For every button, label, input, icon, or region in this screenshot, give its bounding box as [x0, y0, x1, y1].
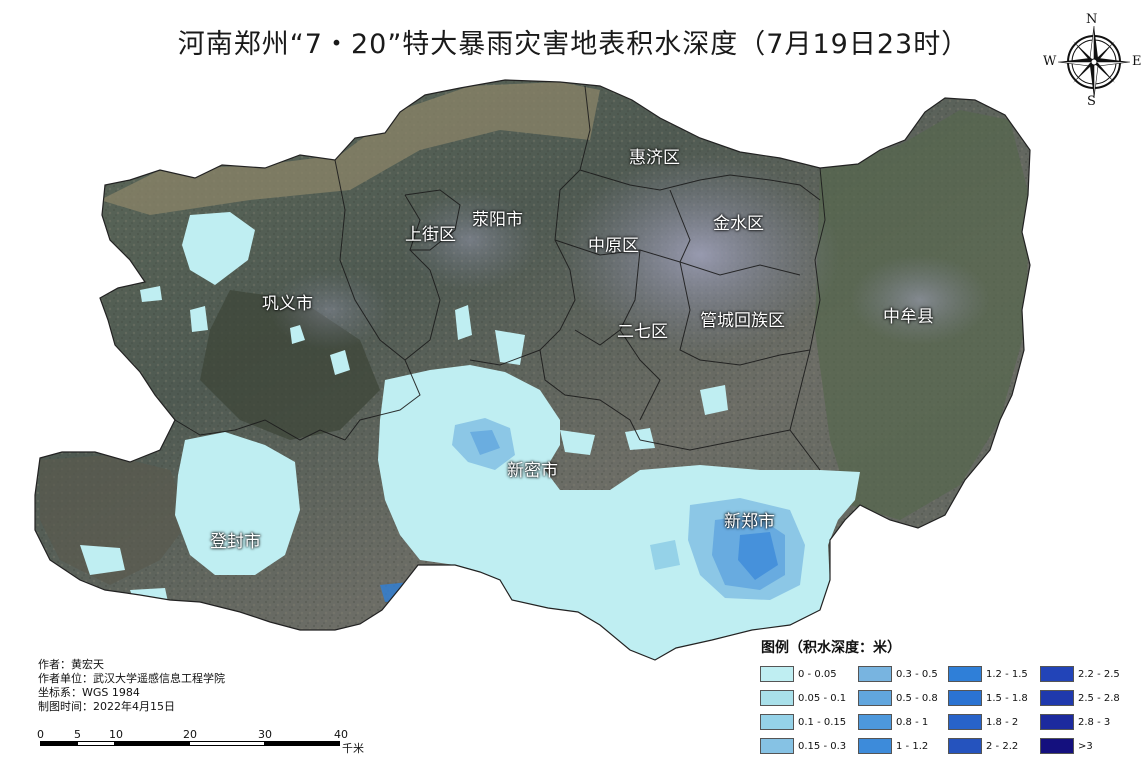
legend-item: 0 - 0.05	[760, 665, 858, 683]
district-label-gongyi: 巩义市	[262, 294, 313, 314]
compass-rose-icon: N E S W	[1043, 12, 1143, 112]
legend-label: 2.2 - 2.5	[1078, 668, 1120, 680]
legend-swatch	[1040, 666, 1074, 682]
legend-title: 图例（积水深度：米）	[761, 640, 901, 656]
legend-item: 0.3 - 0.5	[858, 665, 948, 683]
compass-north-label: N	[1086, 12, 1098, 27]
credit-author: 作者：黄宏天	[38, 658, 104, 671]
legend-swatch	[1040, 714, 1074, 730]
legend-item: 0.5 - 0.8	[858, 689, 948, 707]
legend-label: 1 - 1.2	[896, 740, 929, 752]
district-label-zhongmou: 中牟县	[883, 307, 934, 327]
legend-item: 1.8 - 2	[948, 713, 1040, 731]
district-label-huiji: 惠济区	[629, 148, 680, 168]
legend-item: 1.2 - 1.5	[948, 665, 1040, 683]
legend-swatch	[948, 690, 982, 706]
scale-tick-40: 40	[334, 728, 348, 741]
legend-swatch	[760, 690, 794, 706]
district-label-xinzheng: 新郑市	[724, 512, 775, 532]
legend-label: 2.8 - 3	[1078, 716, 1111, 728]
credit-date: 制图时间：2022年4月15日	[38, 700, 175, 713]
legend-item: 2.5 - 2.8	[1040, 689, 1130, 707]
district-label-zhongyuan: 中原区	[588, 236, 639, 256]
legend-swatch	[1040, 738, 1074, 754]
legend-item: 1.5 - 1.8	[948, 689, 1040, 707]
legend-swatch	[760, 738, 794, 754]
legend-swatch	[760, 666, 794, 682]
legend-label: 0.05 - 0.1	[798, 692, 847, 704]
legend-label: >3	[1078, 740, 1093, 752]
legend-item: >3	[1040, 737, 1130, 755]
legend-label: 2.5 - 2.8	[1078, 692, 1120, 704]
legend-label: 0.5 - 0.8	[896, 692, 938, 704]
legend-swatch	[948, 714, 982, 730]
legend-label: 1.2 - 1.5	[986, 668, 1028, 680]
compass-rose-graphic	[1057, 25, 1131, 99]
map-credits: 作者：黄宏天 作者单位：武汉大学遥感信息工程学院 坐标系：WGS 1984 制图…	[38, 658, 225, 714]
legend-swatch	[760, 714, 794, 730]
legend-swatch	[948, 738, 982, 754]
district-label-xinmi: 新密市	[507, 461, 558, 481]
scale-bar: 0 5 10 20 30 40 千米	[37, 728, 380, 768]
legend-label: 0.1 - 0.15	[798, 716, 847, 728]
scale-tick-0: 0	[37, 728, 44, 741]
scale-tick-5: 5	[74, 728, 81, 741]
legend-swatch	[858, 690, 892, 706]
district-label-erqi: 二七区	[617, 322, 668, 342]
legend-label: 0.15 - 0.3	[798, 740, 847, 752]
legend-item: 2 - 2.2	[948, 737, 1040, 755]
compass-south-label: S	[1087, 94, 1096, 109]
district-label-guancheng: 管城回族区	[700, 311, 785, 331]
legend-item: 2.2 - 2.5	[1040, 665, 1130, 683]
legend-item: 1 - 1.2	[858, 737, 948, 755]
legend-swatch	[858, 666, 892, 682]
scale-tick-10: 10	[109, 728, 123, 741]
legend-item: 2.8 - 3	[1040, 713, 1130, 731]
legend-swatch	[858, 738, 892, 754]
legend-item: 0.1 - 0.15	[760, 713, 858, 731]
legend-item: 0.15 - 0.3	[760, 737, 858, 755]
district-label-dengfeng: 登封市	[210, 532, 261, 552]
scale-unit: 千米	[342, 742, 364, 755]
legend-swatch	[948, 666, 982, 682]
legend-grid: 0 - 0.05 0.3 - 0.5 1.2 - 1.5 2.2 - 2.5 0.05 …	[760, 665, 1130, 755]
compass-west-label: W	[1043, 54, 1057, 69]
scale-tick-20: 20	[183, 728, 197, 741]
district-label-jinshui: 金水区	[713, 214, 764, 234]
scale-bar-graphic	[40, 741, 340, 746]
legend-swatch	[1040, 690, 1074, 706]
credit-crs: 坐标系：WGS 1984	[38, 686, 140, 699]
legend-label: 0.8 - 1	[896, 716, 929, 728]
map-title: 河南郑州“7・20”特大暴雨灾害地表积水深度（7月19日23时）	[177, 29, 970, 60]
legend-label: 1.8 - 2	[986, 716, 1019, 728]
legend-item: 0.8 - 1	[858, 713, 948, 731]
legend-swatch	[858, 714, 892, 730]
scale-tick-30: 30	[258, 728, 272, 741]
district-label-xingyang: 荥阳市	[472, 210, 523, 230]
legend-label: 0.3 - 0.5	[896, 668, 938, 680]
compass-east-label: E	[1132, 54, 1142, 69]
legend-label: 0 - 0.05	[798, 668, 837, 680]
district-label-shangjie: 上街区	[405, 225, 456, 245]
legend-label: 2 - 2.2	[986, 740, 1019, 752]
legend-label: 1.5 - 1.8	[986, 692, 1028, 704]
legend: 图例（积水深度：米） 0 - 0.05 0.3 - 0.5 1.2 - 1.5 2.2…	[760, 637, 1145, 767]
legend-item: 0.05 - 0.1	[760, 689, 858, 707]
credit-affiliation: 作者单位：武汉大学遥感信息工程学院	[38, 672, 225, 685]
